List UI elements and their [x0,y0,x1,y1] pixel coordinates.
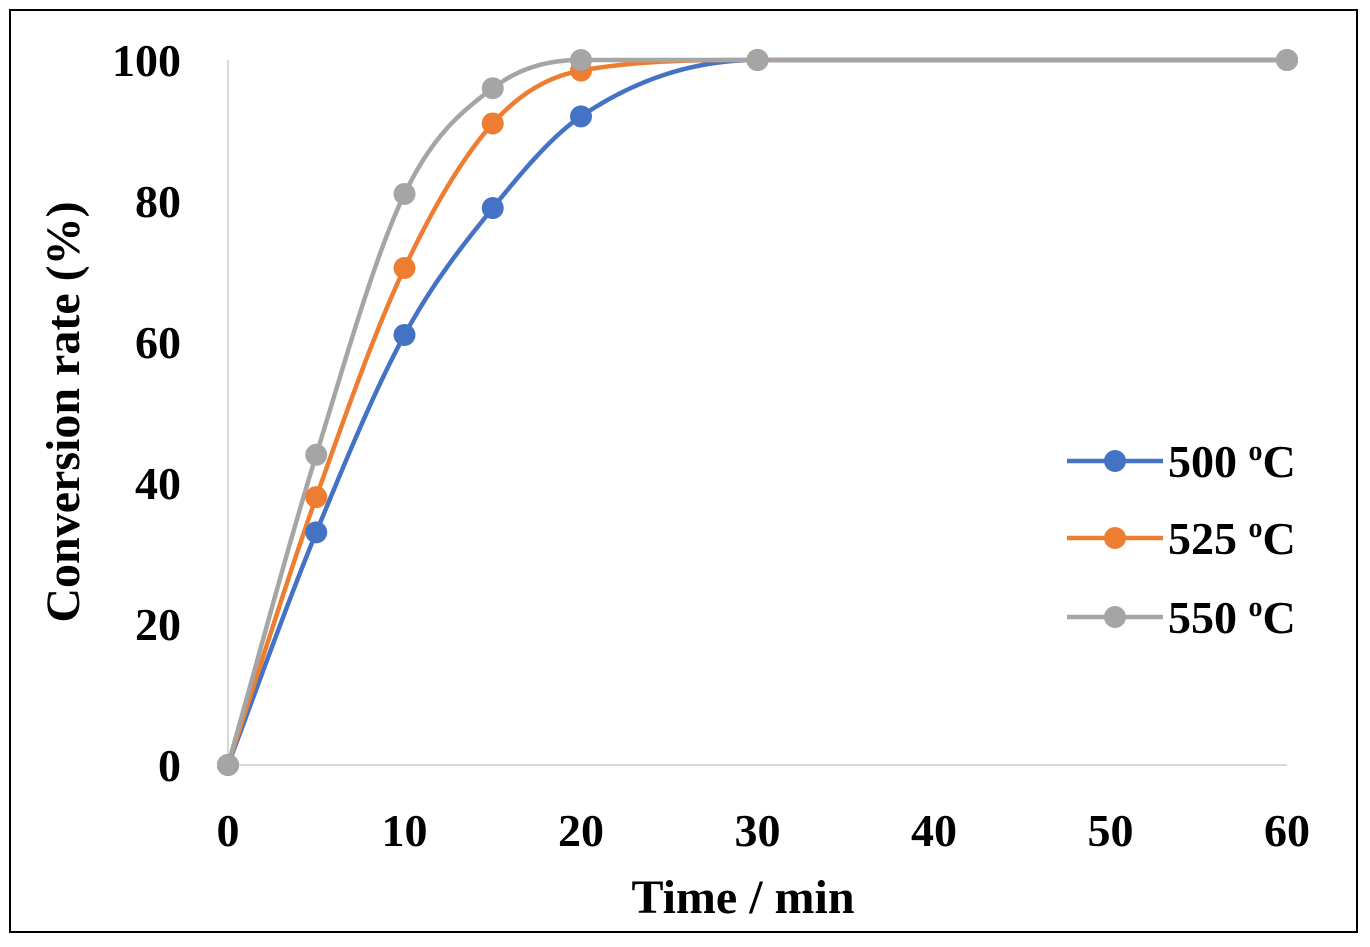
data-point [393,182,416,205]
legend-marker [1104,527,1126,549]
legend-label: 500 oC [1168,436,1296,487]
series-line [225,57,1287,766]
y-tick-label: 0 [158,740,181,791]
data-point [393,256,416,279]
data-point [570,49,592,71]
legend-item: 550 oC [1067,592,1296,643]
data-point [305,486,328,509]
data-point [393,323,416,346]
chart-frame [9,9,1358,933]
data-point [305,521,328,544]
data-point [1276,49,1298,71]
data-point [570,105,592,128]
x-tick-labels: 0 10 20 30 40 50 60 [217,805,1311,856]
legend-label: 550 oC [1168,592,1296,643]
y-axis-title: Conversion rate (%) [37,201,90,622]
x-tick-label: 30 [735,805,781,856]
x-tick-label: 20 [558,805,604,856]
series-line [225,57,1287,766]
data-point [746,49,769,71]
y-tick-label: 20 [135,599,181,650]
axes [227,60,1287,766]
series-points [217,49,1298,776]
y-tick-labels: 0 20 40 60 80 100 [112,35,181,791]
y-tick-label: 100 [112,35,181,86]
legend: 500 oC 525 oC 550 oC [1067,436,1296,643]
data-point [305,443,328,466]
x-axis-title: Time / min [631,871,854,924]
series-line [225,57,1287,766]
y-tick-label: 80 [135,176,181,227]
y-tick-label: 60 [135,317,181,368]
x-tick-label: 40 [911,805,957,856]
legend-marker [1104,606,1126,628]
legend-label: 525 oC [1168,513,1296,564]
data-point [481,112,504,135]
data-point [481,197,504,220]
legend-marker [1104,450,1126,472]
x-tick-label: 50 [1088,805,1134,856]
y-tick-label: 40 [135,458,181,509]
x-tick-label: 10 [382,805,428,856]
data-point [481,77,504,100]
x-tick-label: 0 [217,805,240,856]
legend-item: 500 oC [1067,436,1296,487]
x-tick-label: 60 [1264,805,1310,856]
series-lines [225,57,1287,766]
legend-item: 525 oC [1067,513,1296,564]
data-point [217,754,239,776]
